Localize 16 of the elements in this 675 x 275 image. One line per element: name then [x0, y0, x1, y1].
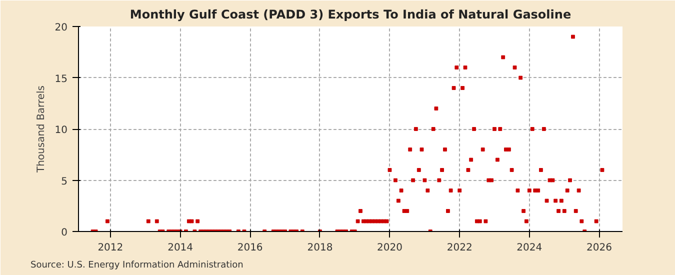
x-tick-label: 2016 — [237, 242, 263, 254]
y-tick-label: 5 — [61, 176, 68, 188]
source-note: Source: U.S. Energy Information Administration — [30, 260, 244, 270]
x-tick-label: 2024 — [516, 242, 542, 254]
x-tick-label: 2014 — [168, 242, 194, 254]
y-tick-label: 20 — [54, 22, 68, 34]
chart-title: Monthly Gulf Coast (PADD 3) Exports To India of Natural Gasoline — [130, 8, 572, 22]
x-tick-label: 2018 — [307, 242, 333, 254]
y-tick-label: 15 — [54, 74, 68, 85]
y-tick-label: 0 — [61, 228, 68, 238]
x-tick-label: 2020 — [377, 242, 402, 254]
y-tick-label: 10 — [54, 125, 68, 136]
x-tick-label: 2026 — [586, 242, 612, 254]
x-tick-label: 2022 — [446, 242, 472, 254]
y-axis-title: Thousand Barrels — [36, 85, 47, 174]
x-tick-label: 2012 — [98, 242, 124, 254]
